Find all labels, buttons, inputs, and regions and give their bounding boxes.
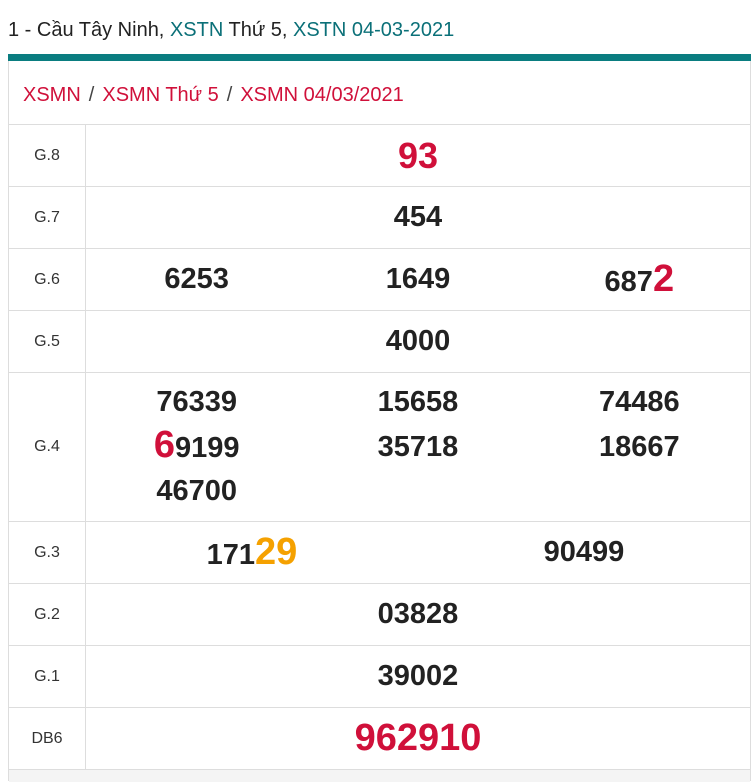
table-footer: [9, 769, 750, 782]
breadcrumb: XSMN / XSMN Thứ 5 / XSMN 04/03/2021: [23, 84, 404, 107]
prize-label: G.5: [9, 310, 86, 373]
number-part: 9199: [174, 432, 240, 464]
prize-values: 17129 90499: [85, 521, 750, 584]
prize-number: 03828: [86, 598, 750, 631]
number-part: 4000: [385, 325, 451, 357]
prize-values: 4000: [85, 310, 750, 373]
heading-text: Thứ 5,: [223, 19, 293, 41]
prize-row: G.4 76339 15658 74486 69199 35718 18667 46700: [9, 372, 750, 522]
breadcrumb-xsmn[interactable]: XSMN: [23, 84, 81, 106]
number-part: 39002: [377, 660, 459, 692]
prize-label: G.3: [9, 521, 86, 584]
prize-number: 69199: [86, 424, 307, 470]
results-table: G.8 93 G.7 454 G.6 6253 1649 6872 G.5 4000 G.4 7633…: [9, 124, 750, 770]
highlight-digits: 2: [652, 258, 675, 300]
number-part: 962910: [354, 717, 482, 760]
number-part: 18667: [598, 430, 680, 463]
separator: /: [226, 84, 233, 106]
prize-number: 46700: [86, 470, 307, 513]
highlight-digits: 6: [153, 424, 175, 466]
prize-number: 1649: [307, 263, 528, 296]
prize-values: 962910: [85, 707, 750, 770]
number-part: 454: [393, 201, 443, 233]
heading-text: 1 - Cầu Tây Ninh,: [8, 19, 170, 41]
prize-values: 93: [85, 124, 750, 187]
xstn-link[interactable]: XSTN: [169, 19, 224, 41]
number-part: 15658: [377, 386, 459, 418]
prize-number: 39002: [86, 660, 750, 693]
xstn-date-link[interactable]: XSTN 04-03-2021: [293, 19, 455, 41]
prize-number: 15658: [307, 381, 528, 424]
prize-label: G.4: [9, 372, 86, 522]
prize-label: G.8: [9, 124, 86, 187]
prize-number: 90499: [544, 536, 625, 569]
results-box: XSMN / XSMN Thứ 5 / XSMN 04/03/2021 G.8 93 G.7…: [8, 61, 751, 782]
number-part: 90499: [543, 536, 625, 568]
prize-values: 454: [85, 186, 750, 249]
prize-values: 6253 1649 6872: [85, 248, 750, 311]
number-part: 46700: [156, 475, 237, 507]
prize-number: 6253: [86, 263, 307, 296]
prize-row: G.7 454: [9, 186, 750, 249]
number-part: 76339: [156, 386, 237, 418]
page-heading: 1 - Cầu Tây Ninh, XSTN Thứ 5, XSTN 04-03…: [8, 19, 454, 42]
prize-number: 17129: [207, 531, 298, 574]
number-part: 03828: [377, 598, 459, 630]
number-part: 93: [397, 134, 439, 176]
prize-row: G.6 6253 1649 6872: [9, 248, 750, 311]
prize-row: G.3 17129 90499: [9, 521, 750, 584]
prize-row: G.2 03828: [9, 583, 750, 646]
prize-number: 18667: [529, 426, 750, 469]
prize-values: 03828: [85, 583, 750, 646]
prize-number: 962910: [86, 717, 750, 760]
prize-label: DB6: [9, 707, 86, 770]
number-part: 35718: [377, 430, 459, 463]
breadcrumb-xsmn-thu5[interactable]: XSMN Thứ 5: [102, 84, 219, 106]
prize-number: 6872: [529, 258, 750, 301]
highlight-digits: 29: [255, 531, 298, 573]
prize-row: DB6 962910: [9, 707, 750, 770]
breadcrumb-xsmn-date[interactable]: XSMN 04/03/2021: [240, 84, 404, 106]
prize-label: G.7: [9, 186, 86, 249]
prize-label: G.6: [9, 248, 86, 311]
prize-number: 4000: [86, 325, 750, 358]
prize-label: G.1: [9, 645, 86, 708]
prize-values: 76339 15658 74486 69199 35718 18667 46700: [85, 372, 750, 522]
prize-row: G.8 93: [9, 124, 750, 187]
prize-number: 76339: [86, 381, 307, 424]
prize-row: G.5 4000: [9, 310, 750, 373]
number-part: 171: [206, 539, 256, 571]
number-part: 1649: [385, 263, 451, 295]
prize-row: G.1 39002: [9, 645, 750, 708]
prize-label: G.2: [9, 583, 86, 646]
prize-number: 454: [86, 201, 750, 234]
prize-values: 39002: [85, 645, 750, 708]
number-part: 6253: [164, 263, 229, 295]
accent-bar: [8, 54, 751, 61]
separator: /: [88, 84, 95, 106]
number-part: 687: [604, 266, 653, 298]
prize-number: 93: [86, 135, 750, 177]
prize-number: 74486: [529, 381, 750, 424]
number-part: 74486: [598, 386, 680, 418]
prize-number: 35718: [307, 426, 528, 469]
